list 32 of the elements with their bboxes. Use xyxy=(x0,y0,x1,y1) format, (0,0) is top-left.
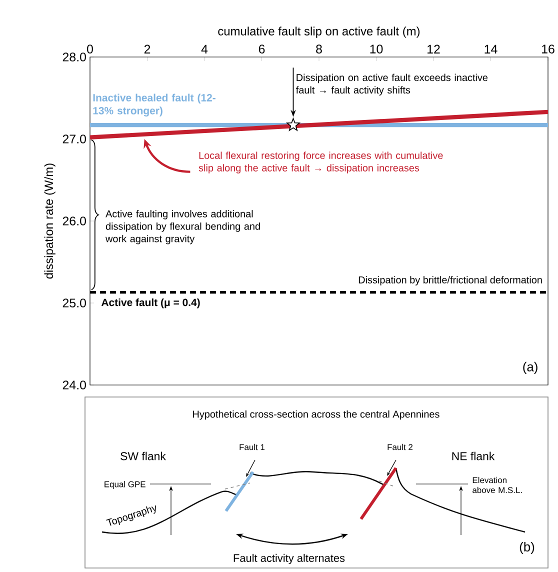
y-tick-label: 27.0 xyxy=(62,134,86,144)
x-tick-label: 2 xyxy=(144,44,150,54)
text: Fault 2 xyxy=(388,444,413,450)
y-tick-label: 26.0 xyxy=(62,216,86,226)
x-tick-label: 8 xyxy=(316,44,322,54)
annotation: Dissipation by brittle/frictional deformation xyxy=(358,276,542,286)
x-tick-label: 10 xyxy=(370,44,383,54)
y-axis-title: dissipation rate (W/m) xyxy=(44,164,56,279)
x-tick-label: 14 xyxy=(484,44,498,54)
text: NE flank xyxy=(452,452,495,460)
series-label: Active fault (μ = 0.4) xyxy=(101,298,200,308)
y-tick-label: 24.0 xyxy=(62,380,86,390)
x-tick-label: 12 xyxy=(428,44,440,54)
annotation: Active faulting involves additional dissipation by flexural bending and work against gravity xyxy=(105,210,260,244)
annotation: (a) xyxy=(523,362,538,374)
annotation: Dissipation on active fault exceeds inactive fault → fault activity shifts xyxy=(296,74,488,96)
series-label: Inactive healed fault (12-13% stronger) xyxy=(93,94,216,116)
x-tick-label: 16 xyxy=(542,44,554,54)
text: Equal GPE xyxy=(104,481,146,489)
x-axis-title: cumulative fault slip on active fault (m) xyxy=(218,26,420,38)
annotation: Local flexural restoring force increases with cumulative slip along the active fault → dissipation increases xyxy=(198,152,443,174)
x-tick-label: 6 xyxy=(258,44,265,54)
x-tick-label: 4 xyxy=(201,44,208,54)
text: Elevation above M.S.L. xyxy=(472,476,522,494)
text: (b) xyxy=(520,542,534,554)
text: Hypothetical cross-section across the central Apennines xyxy=(193,410,440,420)
text: Fault 1 xyxy=(240,444,265,450)
text: SW flank xyxy=(120,452,166,460)
y-tick-label: 28.0 xyxy=(62,52,86,62)
y-tick-label: 25.0 xyxy=(62,298,86,308)
x-tick-label: 0 xyxy=(87,44,93,54)
text: Fault activity alternates xyxy=(234,554,345,564)
